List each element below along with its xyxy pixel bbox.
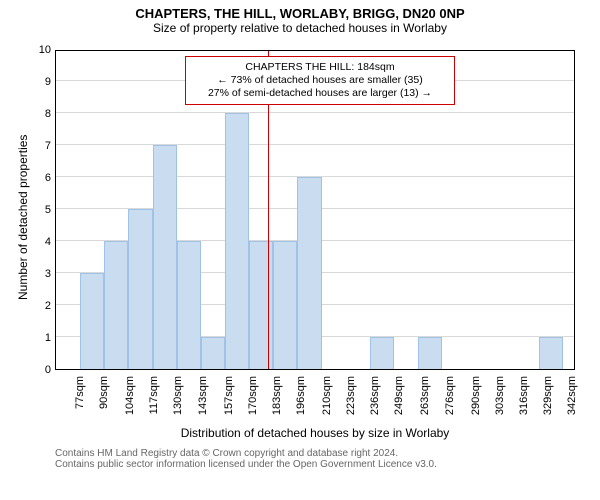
x-tick-label: 263sqm — [419, 376, 431, 424]
annotation-line: ← 73% of detached houses are smaller (35… — [192, 74, 448, 87]
gridline — [56, 112, 574, 113]
histogram-bar — [297, 177, 321, 369]
histogram-bar — [370, 337, 394, 369]
chart-title: CHAPTERS, THE HILL, WORLABY, BRIGG, DN20… — [0, 6, 600, 21]
x-tick-label: 130sqm — [172, 376, 184, 424]
histogram-bar — [201, 337, 225, 369]
x-axis-title: Distribution of detached houses by size … — [55, 426, 575, 440]
x-tick-label: 329sqm — [542, 376, 554, 424]
y-tick-label: 0 — [31, 364, 51, 376]
histogram-bar — [225, 113, 249, 369]
x-tick-label: 104sqm — [124, 376, 136, 424]
histogram-bar — [177, 241, 201, 369]
attribution-line-1: Contains HM Land Registry data © Crown c… — [55, 448, 437, 459]
x-tick-label: 276sqm — [444, 376, 456, 424]
histogram-bar — [418, 337, 442, 369]
x-tick-label: 196sqm — [295, 376, 307, 424]
x-tick-label: 316sqm — [518, 376, 530, 424]
annotation-line: 27% of semi-detached houses are larger (… — [192, 87, 448, 100]
x-tick-label: 223sqm — [345, 376, 357, 424]
chart-subtitle: Size of property relative to detached ho… — [0, 21, 600, 35]
histogram-bar — [104, 241, 128, 369]
x-tick-label: 290sqm — [470, 376, 482, 424]
annotation-box: CHAPTERS THE HILL: 184sqm← 73% of detach… — [185, 56, 455, 105]
histogram-bar — [80, 273, 104, 369]
y-tick-label: 2 — [31, 300, 51, 312]
x-tick-label: 77sqm — [74, 376, 86, 424]
x-tick-label: 157sqm — [223, 376, 235, 424]
histogram-bar — [539, 337, 563, 369]
histogram-bar — [273, 241, 297, 369]
x-tick-label: 303sqm — [494, 376, 506, 424]
x-tick-label: 210sqm — [321, 376, 333, 424]
x-tick-label: 90sqm — [98, 376, 110, 424]
x-tick-label: 183sqm — [271, 376, 283, 424]
x-tick-label: 342sqm — [566, 376, 578, 424]
histogram-bar — [249, 241, 273, 369]
y-tick-label: 1 — [31, 332, 51, 344]
gridline — [56, 144, 574, 145]
y-tick-label: 4 — [31, 236, 51, 248]
y-tick-label: 9 — [31, 76, 51, 88]
histogram-bar — [153, 145, 177, 369]
y-tick-label: 5 — [31, 204, 51, 216]
x-tick-label: 236sqm — [369, 376, 381, 424]
y-axis-title: Number of detached properties — [16, 135, 30, 300]
attribution: Contains HM Land Registry data © Crown c… — [55, 448, 437, 470]
annotation-line: CHAPTERS THE HILL: 184sqm — [192, 61, 448, 74]
x-tick-label: 249sqm — [393, 376, 405, 424]
y-tick-label: 7 — [31, 140, 51, 152]
y-tick-label: 10 — [31, 44, 51, 56]
attribution-line-2: Contains public sector information licen… — [55, 459, 437, 470]
y-tick-label: 8 — [31, 108, 51, 120]
histogram-bar — [128, 209, 152, 369]
x-tick-label: 170sqm — [247, 376, 259, 424]
x-tick-label: 143sqm — [197, 376, 209, 424]
y-tick-label: 6 — [31, 172, 51, 184]
y-tick-label: 3 — [31, 268, 51, 280]
x-tick-label: 117sqm — [148, 376, 160, 424]
